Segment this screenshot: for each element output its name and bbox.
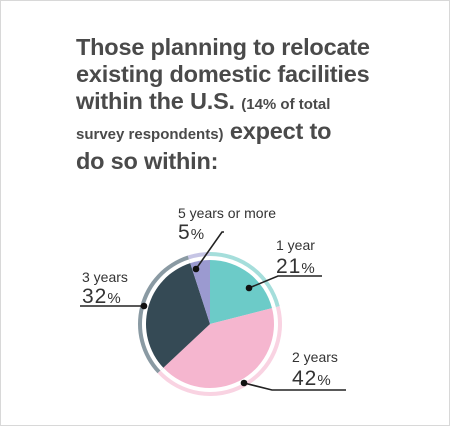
leader-lines <box>80 231 346 391</box>
title-line-4-main: expect to <box>229 118 332 144</box>
leader-dot-5-years <box>192 265 200 273</box>
pie-slice-two-years <box>163 308 275 388</box>
slice-label-1-year: 1 year <box>276 237 315 253</box>
slice-value-5-years: 5% <box>178 221 205 244</box>
title-line-4: survey respondents) expect to <box>76 118 416 148</box>
pie-slices <box>146 260 275 388</box>
slice-value-3-years: 32% <box>82 285 122 308</box>
pie-slice-three-years <box>146 263 210 368</box>
title-line-3: within the U.S. (14% of total <box>76 88 416 118</box>
pie-slice-five-years-or-more <box>190 260 210 324</box>
slice-value-2-years: 42% <box>292 367 332 390</box>
slice-label-3-years: 3 years <box>82 269 128 285</box>
leader-line-1-year <box>248 275 322 289</box>
title-line-2: existing domestic facilities <box>76 61 370 87</box>
leader-line-5-years <box>195 231 224 270</box>
title-line-1: Those planning to relocate <box>76 34 370 60</box>
title-line-3-main: within the U.S. <box>76 88 235 114</box>
leader-line-2-years <box>243 382 346 391</box>
leader-dot-1-year <box>245 284 253 292</box>
pie-slice-one-year <box>210 260 272 324</box>
slice-label-5-years: 5 years or more <box>178 205 276 221</box>
slice-value-1-year: 21% <box>276 255 316 278</box>
chart-title: Those planning to relocate existing dome… <box>76 34 416 175</box>
leader-dots <box>140 265 253 387</box>
title-line-4-note: survey respondents) <box>76 126 224 143</box>
slice-label-2-years: 2 years <box>292 349 338 365</box>
leader-dot-3-years <box>140 302 148 310</box>
leader-dot-2-years <box>240 379 248 387</box>
title-line-3-note: (14% of total <box>241 96 331 113</box>
title-line-5: do so within: <box>76 148 219 174</box>
